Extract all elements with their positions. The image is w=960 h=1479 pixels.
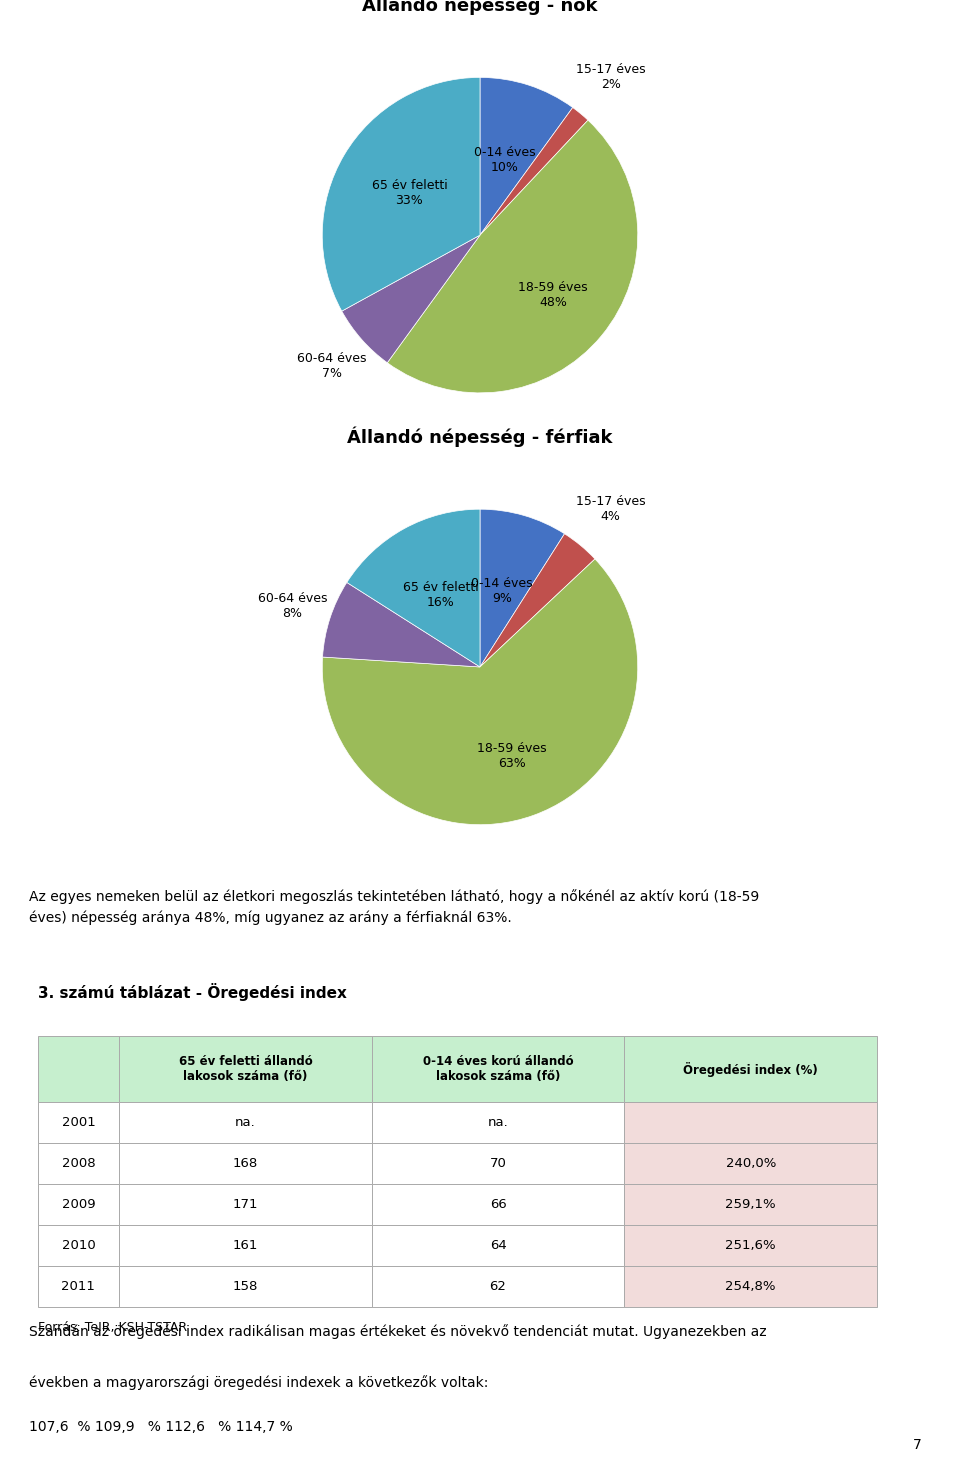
FancyBboxPatch shape (37, 1102, 119, 1143)
FancyBboxPatch shape (37, 1183, 119, 1225)
Text: 65 év feletti állandó
lakosok száma (fő): 65 év feletti állandó lakosok száma (fő) (179, 1055, 312, 1083)
FancyBboxPatch shape (624, 1266, 877, 1307)
FancyBboxPatch shape (37, 1266, 119, 1307)
FancyBboxPatch shape (119, 1143, 372, 1183)
Text: 65 év feletti
33%: 65 év feletti 33% (372, 179, 447, 207)
FancyBboxPatch shape (119, 1225, 372, 1266)
Wedge shape (323, 583, 480, 667)
Wedge shape (323, 77, 480, 311)
Text: Öregedési index (%): Öregedési index (%) (684, 1062, 818, 1077)
Text: 2009: 2009 (61, 1198, 95, 1211)
Text: Szandán az öregedési index radikálisan magas értékeket és növekvő tendenciát mut: Szandán az öregedési index radikálisan m… (29, 1324, 766, 1340)
FancyBboxPatch shape (37, 1143, 119, 1183)
Wedge shape (323, 559, 637, 825)
Text: 259,1%: 259,1% (726, 1198, 776, 1211)
FancyBboxPatch shape (624, 1143, 877, 1183)
Text: 60-64 éves
8%: 60-64 éves 8% (257, 592, 327, 620)
FancyBboxPatch shape (372, 1266, 624, 1307)
Text: 240,0%: 240,0% (726, 1157, 776, 1170)
Text: 64: 64 (490, 1239, 507, 1253)
Text: években a magyarországi öregedési indexek a következők voltak:: években a magyarországi öregedési indexe… (29, 1375, 489, 1390)
FancyBboxPatch shape (624, 1225, 877, 1266)
Text: Az egyes nemeken belül az életkori megoszlás tekintetében látható, hogy a nőkéné: Az egyes nemeken belül az életkori megos… (29, 890, 759, 924)
Text: 15-17 éves
2%: 15-17 éves 2% (576, 64, 645, 92)
Text: 65 év feletti
16%: 65 év feletti 16% (402, 581, 478, 609)
Wedge shape (347, 509, 480, 667)
Wedge shape (480, 509, 564, 667)
Text: 107,6  % 109,9   % 112,6   % 114,7 %: 107,6 % 109,9 % 112,6 % 114,7 % (29, 1420, 293, 1433)
Wedge shape (480, 108, 588, 235)
Title: Állandó népesség - nők: Állandó népesség - nők (362, 0, 598, 15)
Text: 0-14 éves korú állandó
lakosok száma (fő): 0-14 éves korú állandó lakosok száma (fő… (422, 1055, 573, 1083)
Text: 18-59 éves
63%: 18-59 éves 63% (477, 742, 547, 771)
FancyBboxPatch shape (372, 1102, 624, 1143)
Text: 7: 7 (913, 1439, 922, 1452)
FancyBboxPatch shape (372, 1225, 624, 1266)
Text: 2008: 2008 (61, 1157, 95, 1170)
FancyBboxPatch shape (624, 1102, 877, 1143)
Title: Állandó népesség - férfiak: Állandó népesség - férfiak (348, 426, 612, 447)
FancyBboxPatch shape (624, 1183, 877, 1225)
Text: 254,8%: 254,8% (726, 1281, 776, 1293)
Text: 161: 161 (232, 1239, 258, 1253)
Wedge shape (342, 235, 480, 362)
Text: 15-17 éves
4%: 15-17 éves 4% (576, 495, 645, 524)
Text: 60-64 éves
7%: 60-64 éves 7% (298, 352, 367, 380)
Wedge shape (480, 77, 573, 235)
Text: 70: 70 (490, 1157, 507, 1170)
Text: 0-14 éves
10%: 0-14 éves 10% (473, 146, 535, 175)
Wedge shape (387, 120, 637, 393)
Text: 66: 66 (490, 1198, 507, 1211)
Text: 171: 171 (232, 1198, 258, 1211)
Text: 168: 168 (232, 1157, 258, 1170)
Text: 3. számú táblázat - Öregedési index: 3. számú táblázat - Öregedési index (37, 984, 347, 1001)
FancyBboxPatch shape (119, 1183, 372, 1225)
Text: 62: 62 (490, 1281, 507, 1293)
FancyBboxPatch shape (119, 1266, 372, 1307)
FancyBboxPatch shape (119, 1037, 372, 1102)
Wedge shape (480, 534, 595, 667)
FancyBboxPatch shape (37, 1037, 119, 1102)
FancyBboxPatch shape (624, 1037, 877, 1102)
Text: 2001: 2001 (61, 1115, 95, 1128)
Text: 18-59 éves
48%: 18-59 éves 48% (518, 281, 588, 309)
FancyBboxPatch shape (372, 1183, 624, 1225)
Text: 0-14 éves
9%: 0-14 éves 9% (471, 577, 533, 605)
Text: na.: na. (488, 1115, 509, 1128)
Text: 158: 158 (232, 1281, 258, 1293)
FancyBboxPatch shape (119, 1102, 372, 1143)
Text: na.: na. (235, 1115, 255, 1128)
Text: 251,6%: 251,6% (726, 1239, 776, 1253)
Text: 2011: 2011 (61, 1281, 95, 1293)
FancyBboxPatch shape (372, 1143, 624, 1183)
FancyBboxPatch shape (372, 1037, 624, 1102)
Text: 2010: 2010 (61, 1239, 95, 1253)
Text: Forrás: TeIR, KSH-TSTAR: Forrás: TeIR, KSH-TSTAR (37, 1321, 187, 1334)
FancyBboxPatch shape (37, 1225, 119, 1266)
